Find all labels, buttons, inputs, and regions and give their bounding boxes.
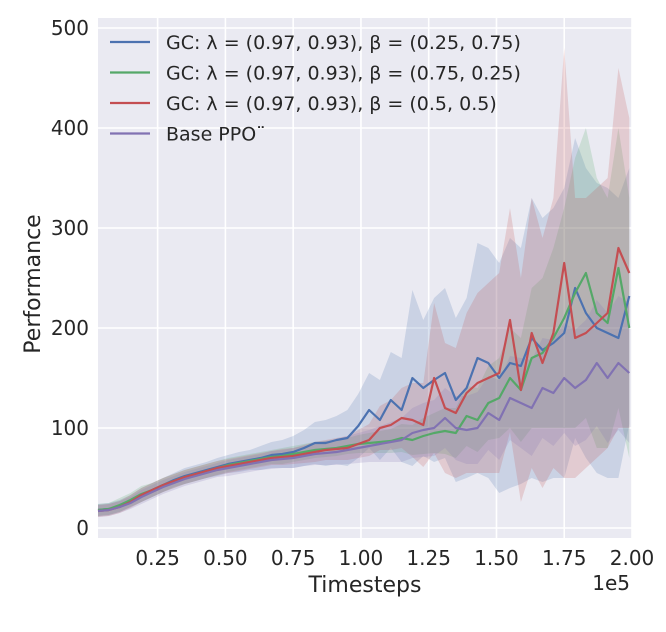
y-tick-label: 300 bbox=[51, 216, 89, 240]
x-tick-label: 1.00 bbox=[339, 546, 384, 570]
plot-background bbox=[98, 18, 632, 538]
legend-label-1: GC: λ = (0.97, 0.93), β = (0.25, 0.75) bbox=[166, 32, 521, 54]
x-tick-label: 2.00 bbox=[610, 546, 655, 570]
x-tick-label: 0.75 bbox=[271, 546, 316, 570]
y-tick-label: 100 bbox=[51, 416, 89, 440]
series-lines bbox=[97, 246, 631, 513]
y-tick-label: 0 bbox=[76, 516, 89, 540]
x-tick-label: 1.50 bbox=[474, 546, 519, 570]
y-tick-label: 200 bbox=[51, 316, 89, 340]
x-tick-label: 0.25 bbox=[135, 546, 180, 570]
series-3-line bbox=[97, 246, 631, 513]
x-tick-label: 1.25 bbox=[406, 546, 451, 570]
y-tick-label: 500 bbox=[51, 16, 89, 40]
series-4-band bbox=[98, 296, 630, 517]
y-axis-label: Performance bbox=[21, 214, 46, 353]
series-4-line bbox=[97, 361, 631, 513]
y-tick-label: 400 bbox=[51, 116, 89, 140]
y-tick-labels: 0 100 200 300 400 500 bbox=[51, 16, 89, 540]
x-tick-label: 0.50 bbox=[203, 546, 248, 570]
x-tick-label: 1.75 bbox=[542, 546, 587, 570]
x-axis-label: Timesteps bbox=[308, 573, 422, 598]
legend-label-2: GC: λ = (0.97, 0.93), β = (0.75, 0.25) bbox=[166, 63, 521, 85]
legend: GC: λ = (0.97, 0.93), β = (0.25, 0.75) GC… bbox=[110, 32, 521, 146]
legend-label-4: Base PPO¨ bbox=[166, 124, 266, 146]
x-axis-offset-label: 1e5 bbox=[592, 571, 630, 595]
grid-lines bbox=[98, 18, 633, 538]
x-tick-labels: 0.25 0.50 0.75 1.00 1.25 1.50 1.75 2.00 bbox=[135, 546, 654, 570]
series-1-band bbox=[98, 138, 630, 516]
legend-label-3: GC: λ = (0.97, 0.93), β = (0.5, 0.5) bbox=[166, 93, 497, 115]
